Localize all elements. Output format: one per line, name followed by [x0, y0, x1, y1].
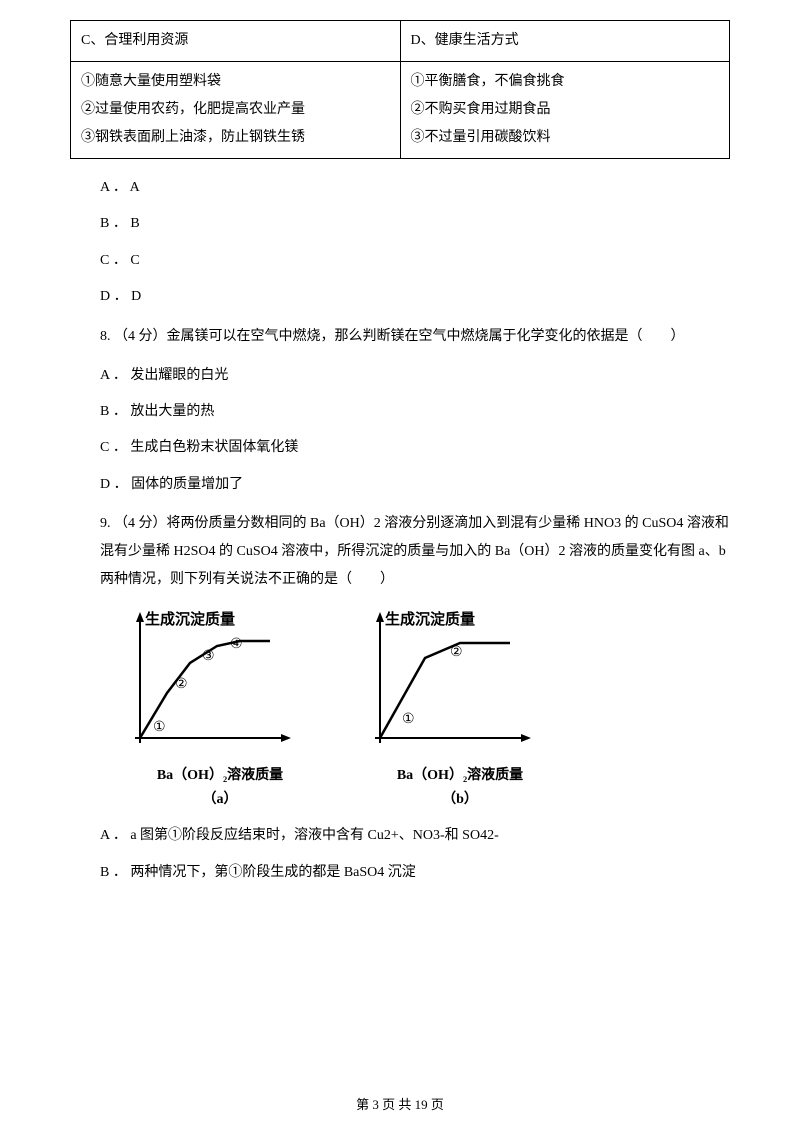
- cell-c-body: ①随意大量使用塑料袋 ②过量使用农药，化肥提高农业产量 ③钢铁表面刷上油漆，防止…: [71, 62, 401, 159]
- chart-a-xlabel: Ba（OH）₂溶液质量: [120, 765, 320, 787]
- cell-d-line2: ②不购买食用过期食品: [411, 96, 720, 124]
- q7-option-a: A ． A: [100, 177, 730, 199]
- chart-b-svg: 生成沉淀质量 ① ②: [360, 608, 560, 758]
- cell-c-line2: ②过量使用农药，化肥提高农业产量: [81, 96, 390, 124]
- cell-d-line3: ③不过量引用碳酸饮料: [411, 124, 720, 152]
- chart-b: 生成沉淀质量 ① ② Ba（OH）₂溶液质量 （b）: [360, 608, 560, 811]
- cell-c-line3: ③钢铁表面刷上油漆，防止钢铁生锈: [81, 124, 390, 152]
- options-table: C、合理利用资源 D、健康生活方式 ①随意大量使用塑料袋 ②过量使用农药，化肥提…: [70, 20, 730, 159]
- q8-option-a: A ． 发出耀眼的白光: [100, 365, 730, 387]
- chart-a-svg: 生成沉淀质量 ① ②③④: [120, 608, 320, 758]
- chart-a-ylabel: 生成沉淀质量: [145, 610, 235, 628]
- svg-text:②: ②: [175, 677, 188, 692]
- q9-stem: 9. （4 分）将两份质量分数相同的 Ba（OH）2 溶液分别逐滴加入到混有少量…: [100, 510, 730, 594]
- svg-text:①: ①: [153, 720, 166, 735]
- cell-d-line1: ①平衡膳食，不偏食挑食: [411, 68, 720, 96]
- page-footer: 第 3 页 共 19 页: [0, 1095, 800, 1116]
- q8-stem: 8. （4 分）金属镁可以在空气中燃烧，那么判断镁在空气中燃烧属于化学变化的依据…: [100, 323, 730, 351]
- svg-text:①: ①: [402, 712, 415, 727]
- q9-option-b: B ． 两种情况下，第①阶段生成的都是 BaSO4 沉淀: [100, 862, 730, 884]
- chart-b-ylabel: 生成沉淀质量: [385, 610, 475, 628]
- svg-text:④: ④: [230, 637, 243, 652]
- q8-option-c: C ． 生成白色粉末状固体氧化镁: [100, 437, 730, 459]
- q7-option-b: B ． B: [100, 213, 730, 235]
- q7-option-d: D ． D: [100, 286, 730, 308]
- cell-d-body: ①平衡膳食，不偏食挑食 ②不购买食用过期食品 ③不过量引用碳酸饮料: [400, 62, 730, 159]
- q8-option-b: B ． 放出大量的热: [100, 401, 730, 423]
- q9-option-a: A ． a 图第①阶段反应结束时，溶液中含有 Cu2+、NO3-和 SO42-: [100, 825, 730, 847]
- svg-text:②: ②: [450, 645, 463, 660]
- cell-c-header: C、合理利用资源: [71, 21, 401, 62]
- chart-b-caption: （b）: [360, 789, 560, 811]
- chart-a: 生成沉淀质量 ① ②③④ Ba（OH）₂溶液质量 （a）: [120, 608, 320, 811]
- q8-option-d: D ． 固体的质量增加了: [100, 474, 730, 496]
- chart-b-xlabel: Ba（OH）₂溶液质量: [360, 765, 560, 787]
- chart-a-caption: （a）: [120, 789, 320, 811]
- svg-text:③: ③: [202, 649, 215, 664]
- cell-d-header: D、健康生活方式: [400, 21, 730, 62]
- cell-c-line1: ①随意大量使用塑料袋: [81, 68, 390, 96]
- charts-container: 生成沉淀质量 ①②③④ Ba（OH）₂溶液质量 （a） 生成沉淀质量 ①② Ba…: [120, 608, 730, 811]
- q7-option-c: C ． C: [100, 250, 730, 272]
